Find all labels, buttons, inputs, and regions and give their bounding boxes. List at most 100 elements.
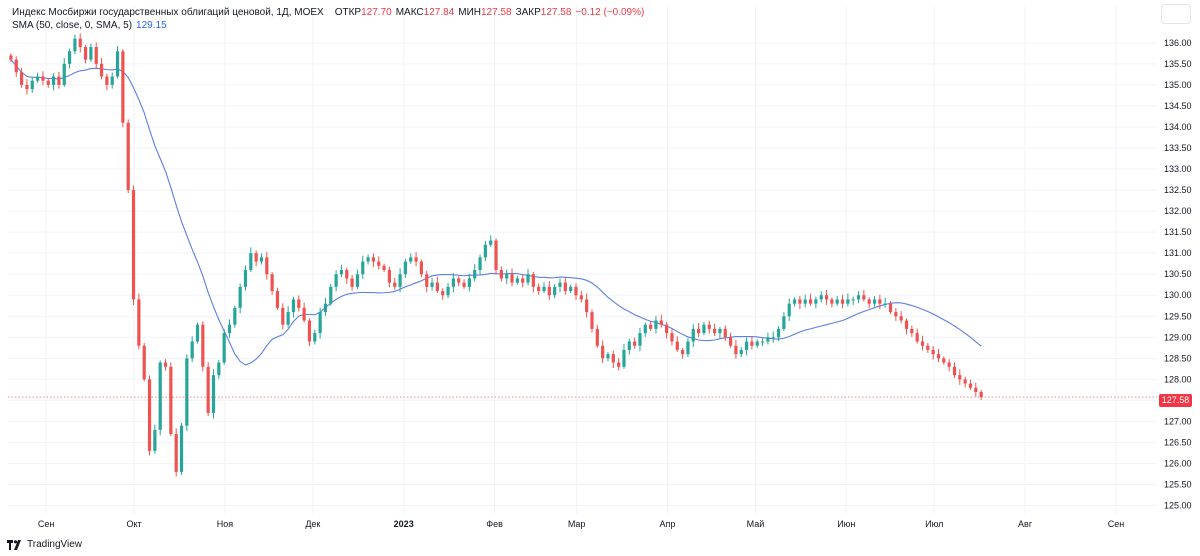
candle-body [137, 299, 141, 346]
candle-body [57, 76, 61, 85]
last-price-label: 127.58 [1159, 394, 1192, 407]
candle-body [302, 307, 306, 321]
candle-body [958, 375, 962, 380]
legend-close-label: ЗАКР [515, 7, 541, 18]
candle-body [355, 274, 360, 287]
candle-body [798, 299, 802, 304]
candle-body [291, 299, 296, 313]
candle-body [46, 80, 50, 85]
candle-body [419, 261, 424, 275]
candle-body [275, 291, 280, 308]
candle-body [25, 84, 29, 90]
candle-body [974, 387, 978, 392]
candle-body [856, 295, 861, 300]
candle-body [30, 80, 34, 90]
candle-body [89, 47, 93, 60]
x-axis: Сен Окт Ноя Дек 2023 Фев Мар Апр Май Июн Июл Авг Сен [38, 519, 1124, 529]
chart-grid [8, 6, 1157, 514]
legend-open-label: ОТКР [334, 7, 362, 18]
attribution[interactable]: TradingView [7, 539, 82, 550]
candle-body [286, 312, 290, 325]
candle-body [611, 354, 615, 363]
legend-ohlc-row: Индекс Мосбиржи государственных облигаци… [12, 6, 644, 19]
candle-body [366, 257, 370, 262]
x-tick-label: 2023 [394, 519, 414, 529]
candle-body [947, 362, 951, 367]
candle-body [483, 244, 487, 258]
candle-body [174, 434, 178, 472]
legend-change: −0.12 (−0.09%) [575, 7, 645, 18]
candle-body [35, 76, 40, 81]
candle-body [467, 278, 471, 287]
candle-body [206, 366, 210, 414]
candle-body [131, 190, 136, 300]
candle-body [110, 76, 114, 85]
candle-body [329, 286, 333, 304]
candle-body [115, 51, 120, 77]
candle-body [190, 341, 194, 359]
candle-body [952, 366, 957, 376]
candle-body [238, 286, 242, 308]
legend-close-value: 127.58 [540, 7, 572, 18]
candle-body [217, 362, 221, 376]
candle-body [744, 341, 749, 350]
candle-body [750, 341, 754, 346]
candle-body [638, 333, 642, 346]
legend-sma-row[interactable]: SMA (50, close, 0, SMA, 5) 129.15 [12, 19, 644, 32]
candle-body [211, 375, 216, 414]
candle-body [505, 274, 509, 279]
candle-body [712, 328, 717, 334]
candle-body [771, 337, 775, 339]
candle-body [350, 278, 354, 287]
candle-body [547, 286, 551, 296]
candle-body [878, 299, 882, 304]
candle-body [862, 295, 866, 300]
candle-body [243, 270, 248, 287]
candle-body [473, 270, 477, 279]
x-tick-label: Дек [305, 519, 320, 529]
candle-body [318, 312, 322, 334]
candle-body [371, 257, 376, 262]
x-tick-label: Окт [126, 519, 141, 529]
candle-body [462, 282, 466, 287]
candle-body [649, 324, 653, 329]
candle-body [627, 341, 631, 350]
y-tick-label: 133.00 [1164, 164, 1192, 174]
candle-body [158, 362, 162, 430]
candle-body [345, 270, 349, 279]
candle-body [537, 286, 541, 292]
candle-body [515, 278, 519, 283]
candle-body [808, 299, 813, 304]
candle-body [147, 379, 152, 451]
candle-body [361, 261, 365, 275]
chart-settings-button[interactable] [1161, 4, 1191, 24]
candle-body [681, 349, 685, 355]
candle-body [14, 59, 18, 73]
candle-body [563, 282, 567, 292]
candle-body [963, 379, 967, 384]
candle-body [920, 341, 925, 346]
candle-body [414, 257, 418, 262]
x-tick-label: Июл [925, 519, 943, 529]
candle-body [542, 286, 546, 292]
candle-body [659, 320, 663, 325]
candle-body [675, 341, 679, 350]
candle-body [867, 299, 871, 304]
candle-body [446, 286, 450, 296]
candle-body [201, 324, 205, 367]
candle-body [377, 261, 381, 266]
x-tick-label: Ноя [217, 519, 234, 529]
candle-body [665, 324, 669, 334]
candle-body [830, 299, 834, 304]
attribution-text: TradingView [27, 539, 83, 550]
legend-low-label: МИН [458, 7, 481, 18]
legend-sma-value: 129.15 [136, 20, 167, 31]
candle-body [622, 349, 626, 367]
legend: Индекс Мосбиржи государственных облигаци… [12, 6, 644, 32]
candle-body [425, 274, 429, 287]
candle-body [222, 333, 226, 363]
y-tick-label: 132.50 [1164, 185, 1192, 195]
candle-body [553, 286, 557, 296]
y-tick-label: 136.00 [1164, 38, 1192, 48]
